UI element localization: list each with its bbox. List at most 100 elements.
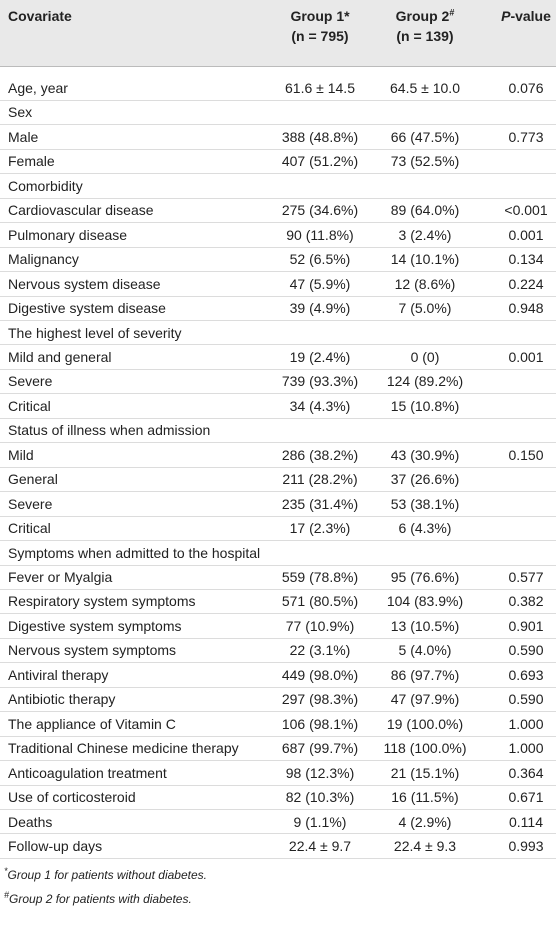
cell-value: 43 (30.9%): [390, 446, 460, 463]
row-rule: [0, 149, 556, 150]
header-label: -value: [510, 8, 551, 24]
cell-value: 687 (99.7%): [281, 740, 359, 757]
cell-value: 0.150: [508, 446, 544, 463]
row-rule: [0, 638, 556, 639]
cell-value: 0.134: [508, 251, 544, 268]
cell-value: 34 (4.3%): [289, 397, 351, 414]
row-rule: [0, 173, 556, 174]
cell-value: 571 (80.5%): [281, 593, 359, 610]
cell-value: 0.382: [508, 593, 544, 610]
row-label: Fever or Myalgia: [8, 569, 113, 585]
cell-value: 1.000: [508, 715, 544, 732]
row-label: The highest level of severity: [8, 324, 182, 341]
row-label: Nervous system symptoms: [8, 642, 177, 659]
row-rule: [0, 540, 556, 541]
row-rule: [0, 565, 556, 566]
row-label: Cardiovascular disease: [8, 202, 154, 219]
cell-value: <0.001: [504, 202, 548, 219]
cell-value: 0.590: [508, 642, 544, 659]
row-rule: [0, 711, 556, 712]
cell-value: 739 (93.3%): [281, 373, 359, 390]
cell-value: 275 (34.6%): [281, 202, 359, 219]
row-rule: [0, 687, 556, 688]
row-label: Male: [8, 128, 39, 145]
header-bg: [0, 0, 556, 66]
row-label: Comorbidity: [8, 177, 83, 194]
row-rule: [0, 785, 556, 786]
cell-value: 37 (26.6%): [390, 471, 460, 488]
cell-value: 106 (98.1%): [281, 715, 359, 732]
cell-value: 0.001: [508, 348, 544, 365]
row-rule: [0, 442, 556, 443]
cell-value: 39 (4.9%): [289, 300, 351, 317]
cell-value: 90 (11.8%): [286, 226, 354, 243]
header-line: P-value: [466, 6, 556, 26]
cell-value: 14 (10.1%): [390, 251, 460, 268]
row-rule: [0, 833, 556, 834]
cell-value: 22.4 ± 9.7: [288, 837, 352, 854]
cell-value: 286 (38.2%): [281, 446, 359, 463]
row-rule: [0, 760, 556, 761]
cell-value: 388 (48.8%): [281, 128, 359, 145]
cell-value: 297 (98.3%): [281, 691, 359, 708]
cell-value: 12 (8.6%): [394, 275, 456, 292]
cell-value: 118 (100.0%): [383, 740, 467, 757]
cell-value: 19 (2.4%): [289, 348, 351, 365]
cell-value: 0.693: [508, 666, 544, 683]
row-rule: [0, 100, 556, 101]
row-label: Mild and general: [8, 348, 112, 365]
cell-value: 13 (10.5%): [390, 617, 460, 634]
row-label: Nervous system disease: [8, 275, 161, 292]
row-rule: [0, 858, 556, 859]
cell-value: 52 (6.5%): [289, 251, 351, 268]
cell-value: 21 (15.1%): [390, 764, 460, 781]
header-sup: #: [449, 7, 455, 18]
header-sub: (n = 139): [396, 28, 454, 44]
cell-value: 19 (100.0%): [386, 715, 464, 732]
cell-value: 73 (52.5%): [390, 153, 460, 170]
cell-value: 0.577: [508, 569, 544, 585]
cell-value: 0.901: [508, 617, 544, 634]
cell-value: 6 (4.3%): [398, 520, 452, 537]
row-label: Anticoagulation treatment: [8, 764, 167, 781]
row-label: Age, year: [8, 80, 68, 96]
column-header: Group 1* (n = 795): [260, 6, 380, 46]
cell-value: 0.590: [508, 691, 544, 708]
cell-value: 104 (83.9%): [386, 593, 464, 610]
row-rule: [0, 271, 556, 272]
cell-value: 0 (0): [410, 348, 440, 365]
row-label: Traditional Chinese medicine therapy: [8, 740, 239, 757]
cell-value: 4 (2.9%): [398, 813, 452, 830]
cell-value: 211 (28.2%): [282, 471, 358, 488]
cell-value: 0.993: [508, 837, 544, 854]
cell-value: 66 (47.5%): [390, 128, 460, 145]
cell-value: 235 (31.4%): [281, 495, 359, 512]
cell-value: 15 (10.8%): [390, 397, 460, 414]
row-label: Sex: [8, 104, 33, 121]
row-label: General: [8, 471, 58, 488]
cell-value: 0.773: [508, 128, 544, 145]
row-label: Digestive system disease: [8, 300, 166, 317]
row-label: Malignancy: [8, 251, 79, 268]
footnote: *Group 1 for patients without diabetes.: [4, 867, 207, 883]
cell-value: 98 (12.3%): [285, 764, 355, 781]
row-rule: [0, 247, 556, 248]
cell-value: 22 (3.1%): [289, 642, 351, 659]
footnote: #Group 2 for patients with diabetes.: [4, 891, 192, 907]
header-line: Covariate: [8, 6, 72, 26]
header-sub: (n = 795): [291, 28, 349, 44]
footnote-text: Group 2 for patients with diabetes.: [9, 892, 192, 907]
cell-value: 559 (78.8%): [281, 569, 359, 585]
cell-value: 16 (11.5%): [391, 789, 459, 806]
cell-value: 86 (97.7%): [390, 666, 460, 683]
cell-value: 77 (10.9%): [285, 617, 355, 634]
cell-value: 0.948: [508, 300, 544, 317]
row-rule: [0, 809, 556, 810]
row-label: Antiviral therapy: [8, 666, 109, 683]
row-rule: [0, 296, 556, 297]
cell-value: 1.000: [508, 740, 544, 757]
row-label: Symptoms when admitted to the hospital: [8, 544, 261, 561]
cell-value: 0.001: [508, 226, 544, 243]
cell-value: 0.224: [508, 275, 544, 292]
